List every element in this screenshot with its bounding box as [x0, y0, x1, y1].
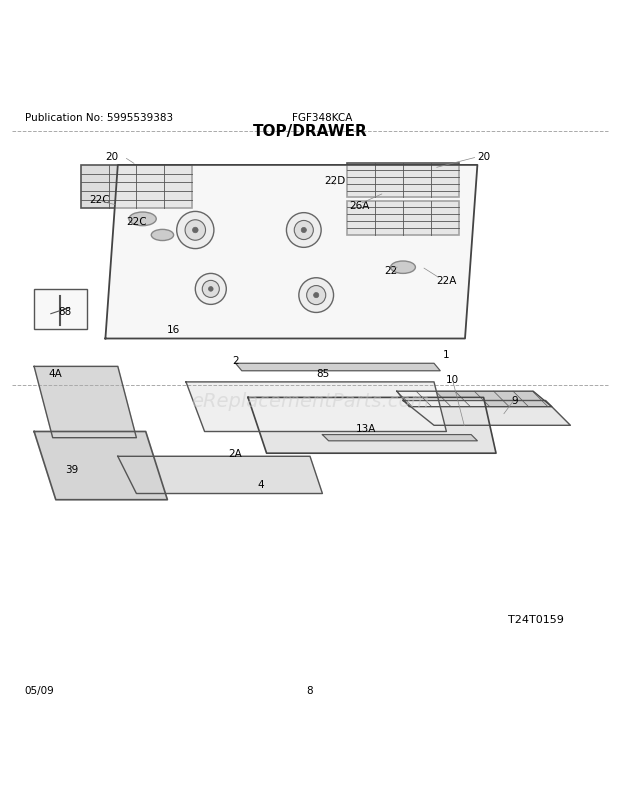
Circle shape — [195, 274, 226, 305]
Text: 8: 8 — [307, 685, 313, 695]
Polygon shape — [236, 364, 440, 371]
Polygon shape — [322, 435, 477, 441]
Text: 4: 4 — [257, 480, 264, 489]
Text: 16: 16 — [167, 325, 180, 334]
Circle shape — [307, 286, 326, 306]
Polygon shape — [105, 166, 477, 339]
Text: 20: 20 — [477, 152, 490, 161]
Text: 05/09: 05/09 — [25, 685, 55, 695]
Text: 22A: 22A — [436, 275, 456, 286]
Text: 85: 85 — [316, 368, 329, 378]
Circle shape — [185, 221, 206, 241]
Circle shape — [208, 287, 213, 292]
Text: 22D: 22D — [324, 176, 345, 186]
Bar — [347, 164, 459, 198]
Text: Publication No: 5995539383: Publication No: 5995539383 — [25, 113, 173, 123]
Text: 2A: 2A — [229, 448, 242, 459]
Circle shape — [314, 293, 319, 298]
Circle shape — [202, 281, 219, 298]
Text: T24T0159: T24T0159 — [508, 614, 564, 624]
Bar — [81, 166, 192, 209]
Ellipse shape — [151, 230, 174, 241]
Text: 22C: 22C — [89, 195, 110, 205]
Polygon shape — [397, 391, 552, 407]
Text: TOP/DRAWER: TOP/DRAWER — [252, 124, 368, 139]
Text: 22: 22 — [384, 266, 397, 276]
Polygon shape — [118, 456, 322, 494]
Text: 4A: 4A — [49, 368, 63, 378]
Ellipse shape — [391, 261, 415, 274]
Text: 2: 2 — [232, 356, 239, 366]
Ellipse shape — [129, 213, 156, 226]
Polygon shape — [186, 383, 446, 432]
Text: 9: 9 — [512, 396, 518, 406]
Circle shape — [301, 228, 306, 233]
Text: FGF348KCA: FGF348KCA — [292, 113, 353, 123]
Text: 88: 88 — [58, 306, 72, 316]
Circle shape — [294, 221, 313, 241]
Bar — [347, 201, 459, 235]
Text: 10: 10 — [446, 375, 459, 384]
Polygon shape — [34, 367, 136, 438]
Text: 1: 1 — [443, 350, 449, 359]
Polygon shape — [248, 398, 496, 454]
Circle shape — [193, 228, 198, 233]
Circle shape — [299, 278, 334, 313]
Text: eReplacementParts.com: eReplacementParts.com — [191, 391, 429, 411]
Text: 26A: 26A — [350, 201, 370, 211]
Text: 20: 20 — [105, 152, 118, 161]
Text: 13A: 13A — [356, 424, 376, 434]
Circle shape — [286, 213, 321, 248]
Polygon shape — [403, 401, 570, 426]
Polygon shape — [34, 432, 167, 500]
Text: 22C: 22C — [126, 217, 147, 226]
Circle shape — [177, 213, 214, 249]
Bar — [34, 290, 87, 330]
Text: 39: 39 — [64, 464, 78, 474]
